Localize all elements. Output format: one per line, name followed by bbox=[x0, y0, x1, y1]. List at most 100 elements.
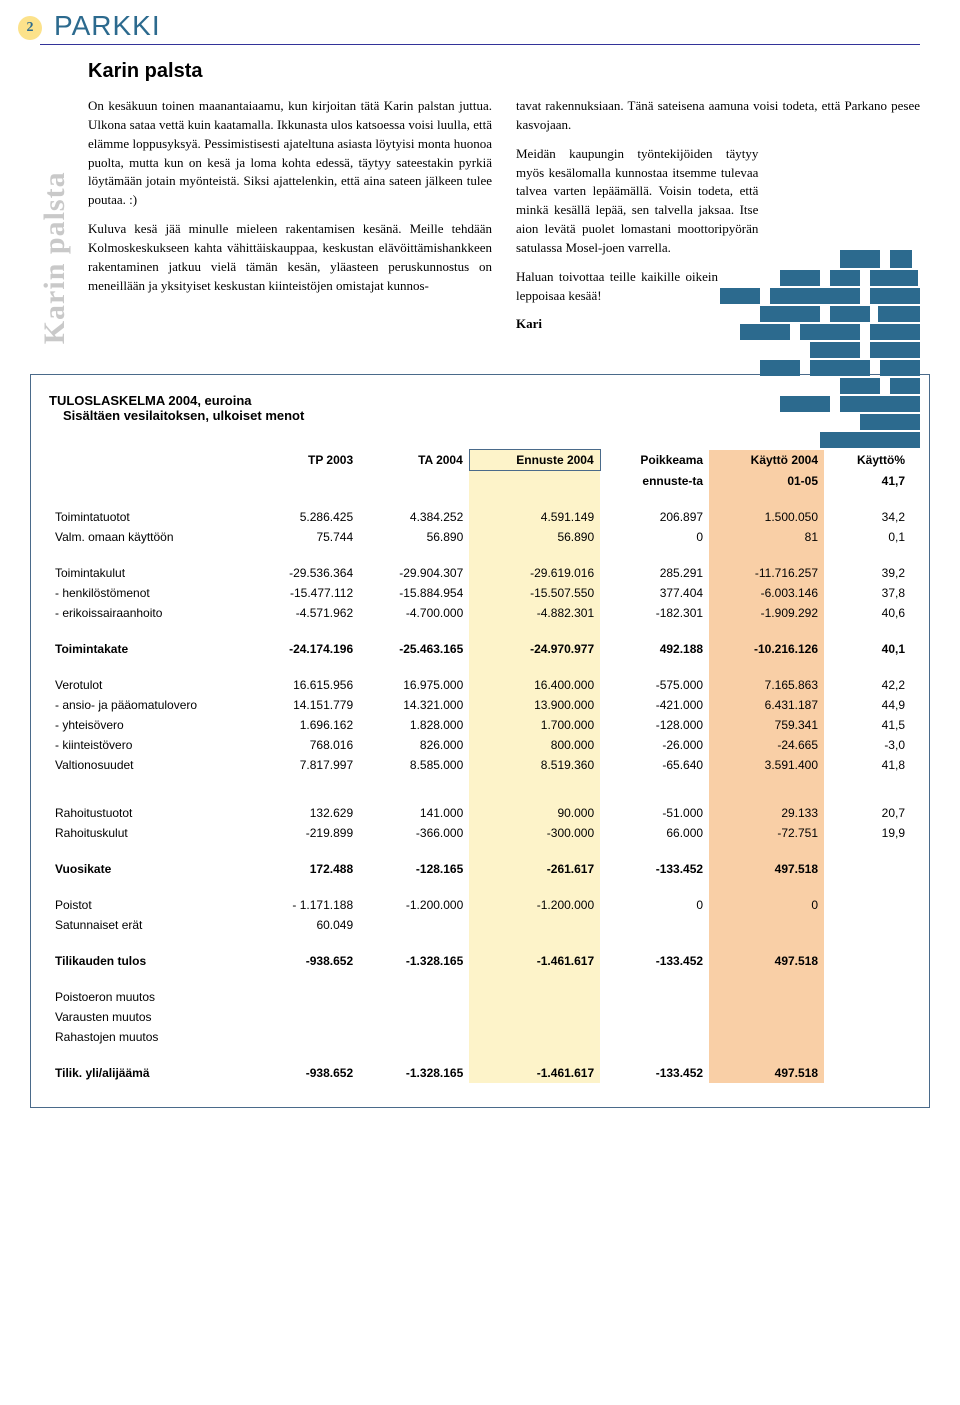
table-cell: 56.890 bbox=[359, 527, 469, 547]
table-cell: 41,5 bbox=[824, 715, 911, 735]
mosaic-block bbox=[870, 270, 918, 286]
table-cell bbox=[709, 915, 824, 935]
table-cell: -300.000 bbox=[469, 823, 600, 843]
mosaic-block bbox=[870, 288, 920, 304]
table-cell: -15.884.954 bbox=[359, 583, 469, 603]
table-cell bbox=[359, 987, 469, 1007]
table-cell: -575.000 bbox=[600, 675, 709, 695]
table-cell: -24.174.196 bbox=[249, 639, 359, 659]
mosaic-block bbox=[890, 250, 912, 268]
table-cell: 16.400.000 bbox=[469, 675, 600, 695]
table-cell: -25.463.165 bbox=[359, 639, 469, 659]
mosaic-block bbox=[760, 306, 820, 322]
table-cell: -261.617 bbox=[469, 859, 600, 879]
table-row: Poistot- 1.171.188-1.200.000-1.200.00000 bbox=[49, 895, 911, 915]
table-cell bbox=[600, 987, 709, 1007]
col-header: TP 2003 bbox=[249, 450, 359, 471]
mosaic-block bbox=[810, 360, 870, 376]
table-cell bbox=[824, 987, 911, 1007]
col-subheader: 41,7 bbox=[824, 471, 911, 491]
table-cell: Poistoeron muutos bbox=[49, 987, 249, 1007]
table-cell bbox=[709, 1007, 824, 1027]
col-subheader: 01-05 bbox=[709, 471, 824, 491]
table-cell: -24.665 bbox=[709, 735, 824, 755]
table-cell: 759.341 bbox=[709, 715, 824, 735]
table-cell: 0,1 bbox=[824, 527, 911, 547]
table-cell: 4.591.149 bbox=[469, 507, 600, 527]
table-cell: Rahoitustuotot bbox=[49, 803, 249, 823]
col-header: TA 2004 bbox=[359, 450, 469, 471]
mosaic-block bbox=[860, 414, 920, 430]
table-cell: -1.328.165 bbox=[359, 951, 469, 971]
article-p: On kesäkuun toinen maanantaiaamu, kun ki… bbox=[88, 97, 492, 210]
table-cell: -128.000 bbox=[600, 715, 709, 735]
table-cell: - kiinteistövero bbox=[49, 735, 249, 755]
table-cell: 492.188 bbox=[600, 639, 709, 659]
table-row bbox=[49, 879, 911, 895]
table-row: Vuosikate172.488-128.165-261.617-133.452… bbox=[49, 859, 911, 879]
table-cell: 0 bbox=[600, 527, 709, 547]
table-cell: 40,1 bbox=[824, 639, 911, 659]
table-cell: -3,0 bbox=[824, 735, 911, 755]
mosaic-block bbox=[830, 306, 870, 322]
table-cell: Vuosikate bbox=[49, 859, 249, 879]
page-header: 2 PARKKI bbox=[0, 0, 960, 50]
mosaic-block bbox=[840, 396, 920, 412]
table-cell: 172.488 bbox=[249, 859, 359, 879]
table-cell: -51.000 bbox=[600, 803, 709, 823]
table-row: Toimintatuotot5.286.4254.384.2524.591.14… bbox=[49, 507, 911, 527]
table-cell: - ansio- ja pääomatulovero bbox=[49, 695, 249, 715]
table-cell bbox=[249, 1027, 359, 1047]
mosaic-block bbox=[720, 288, 760, 304]
mosaic-block bbox=[740, 324, 790, 340]
table-cell: 40,6 bbox=[824, 603, 911, 623]
table-cell: Toimintakulut bbox=[49, 563, 249, 583]
table-cell bbox=[600, 1007, 709, 1027]
financial-table: TP 2003 TA 2004 Ennuste 2004 Poikkeama K… bbox=[49, 449, 911, 1083]
table-cell: 20,7 bbox=[824, 803, 911, 823]
table-row: Verotulot16.615.95616.975.00016.400.000-… bbox=[49, 675, 911, 695]
table-cell: 34,2 bbox=[824, 507, 911, 527]
table-cell bbox=[600, 915, 709, 935]
table-cell bbox=[709, 987, 824, 1007]
table-cell: 14.321.000 bbox=[359, 695, 469, 715]
table-cell: - erikoissairaanhoito bbox=[49, 603, 249, 623]
table-cell: -421.000 bbox=[600, 695, 709, 715]
table-cell: -15.477.112 bbox=[249, 583, 359, 603]
table-cell: -938.652 bbox=[249, 1063, 359, 1083]
table-cell bbox=[824, 915, 911, 935]
table-cell: -219.899 bbox=[249, 823, 359, 843]
table-cell: -65.640 bbox=[600, 755, 709, 775]
table-row bbox=[49, 547, 911, 563]
table-row bbox=[49, 843, 911, 859]
decorative-mosaic bbox=[660, 250, 920, 460]
table-cell: -4.700.000 bbox=[359, 603, 469, 623]
table-cell: - henkilöstömenot bbox=[49, 583, 249, 603]
table-row: Rahoitustuotot132.629141.00090.000-51.00… bbox=[49, 803, 911, 823]
table-cell: -24.970.977 bbox=[469, 639, 600, 659]
table-cell: -6.003.146 bbox=[709, 583, 824, 603]
mosaic-block bbox=[770, 288, 860, 304]
article-column-1: On kesäkuun toinen maanantaiaamu, kun ki… bbox=[88, 97, 492, 344]
mosaic-block bbox=[840, 250, 880, 268]
article-p: Meidän kaupungin työntekijöiden täytyy m… bbox=[516, 145, 758, 258]
table-cell: 1.700.000 bbox=[469, 715, 600, 735]
table-cell bbox=[824, 859, 911, 879]
table-cell: -4.571.962 bbox=[249, 603, 359, 623]
table-cell: 826.000 bbox=[359, 735, 469, 755]
table-cell bbox=[824, 1007, 911, 1027]
table-cell bbox=[824, 951, 911, 971]
table-cell: 7.165.863 bbox=[709, 675, 824, 695]
mosaic-block bbox=[870, 324, 920, 340]
table-row: Valm. omaan käyttöön75.74456.89056.89008… bbox=[49, 527, 911, 547]
table-cell: -133.452 bbox=[600, 951, 709, 971]
table-row: Rahastojen muutos bbox=[49, 1027, 911, 1047]
table-cell bbox=[824, 895, 911, 915]
table-cell: 90.000 bbox=[469, 803, 600, 823]
table-cell: -182.301 bbox=[600, 603, 709, 623]
table-row: Satunnaiset erät60.049 bbox=[49, 915, 911, 935]
table-row: - henkilöstömenot-15.477.112-15.884.954 -… bbox=[49, 583, 911, 603]
table-cell: 6.431.187 bbox=[709, 695, 824, 715]
table-cell: 285.291 bbox=[600, 563, 709, 583]
table-cell: 19,9 bbox=[824, 823, 911, 843]
